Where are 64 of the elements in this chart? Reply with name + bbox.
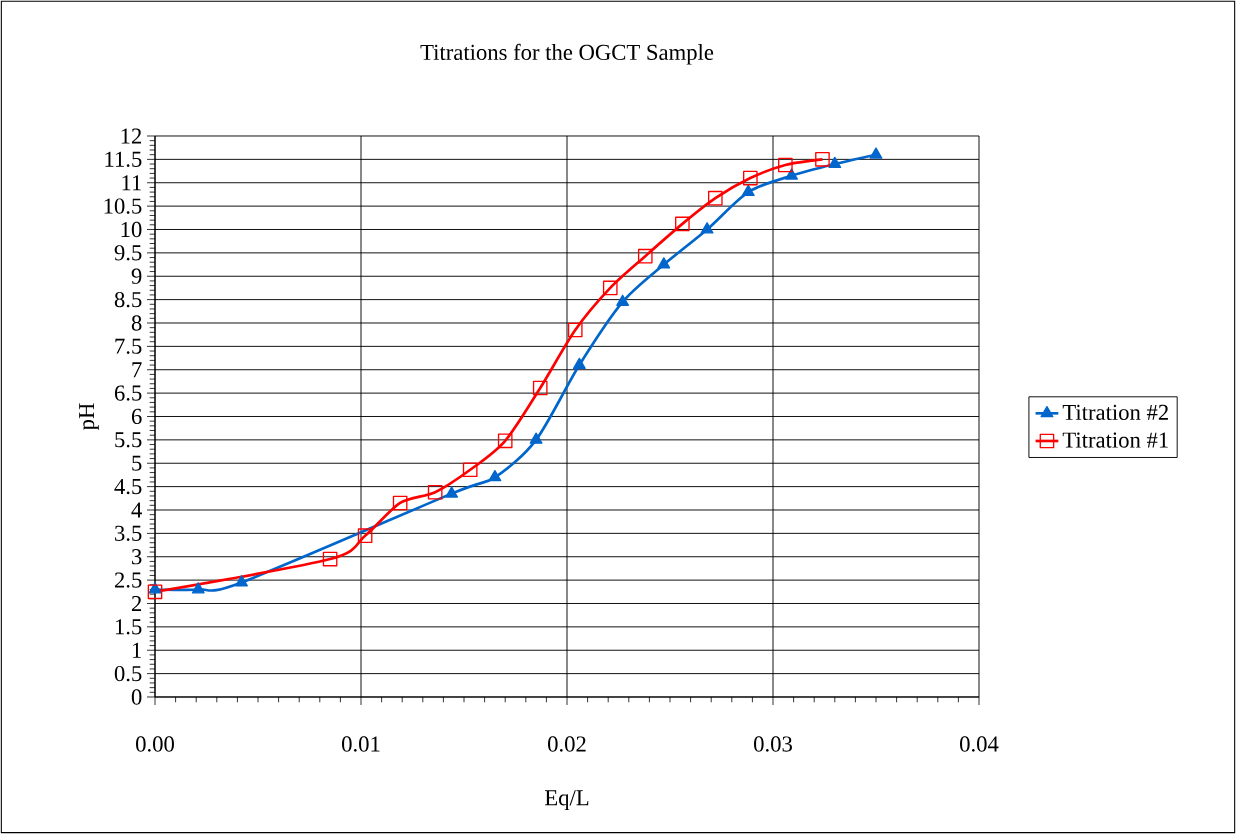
point bbox=[637, 248, 653, 264]
point bbox=[392, 495, 408, 511]
point bbox=[602, 280, 618, 296]
point bbox=[815, 152, 830, 167]
point bbox=[743, 170, 758, 186]
point bbox=[532, 380, 548, 396]
point bbox=[869, 147, 883, 159]
point bbox=[572, 357, 586, 370]
point bbox=[488, 469, 502, 482]
y-tick-label: 5.5 bbox=[115, 432, 142, 448]
point bbox=[529, 432, 543, 444]
y-tick-label: 9.5 bbox=[114, 245, 142, 261]
point bbox=[427, 484, 443, 500]
x-tick-label: 0.02 bbox=[548, 736, 586, 752]
y-tick-label: 6.5 bbox=[114, 385, 142, 401]
y-tick-label: 3.5 bbox=[115, 525, 142, 542]
x-axis-title: Eq/L bbox=[544, 790, 589, 811]
y-tick-label: 0 bbox=[131, 689, 142, 705]
chart-title: Titrations for the OGCT Sample bbox=[420, 43, 714, 65]
point bbox=[785, 168, 798, 180]
y-tick-label: 1.5 bbox=[115, 619, 142, 635]
legend-label: Titration #1 bbox=[1062, 432, 1168, 448]
point bbox=[445, 486, 459, 498]
point bbox=[707, 190, 723, 206]
y-tick-label: 11.5 bbox=[105, 151, 142, 167]
point bbox=[675, 216, 690, 232]
y-tick-label: 12 bbox=[121, 128, 142, 144]
y-tick-label: 2 bbox=[131, 595, 142, 611]
x-tick-label: 0.01 bbox=[342, 736, 380, 752]
point bbox=[778, 157, 793, 173]
point bbox=[616, 294, 630, 306]
point bbox=[497, 433, 513, 449]
point bbox=[147, 584, 163, 600]
y-tick-label: 10 bbox=[121, 221, 142, 238]
y-tick-label: 9 bbox=[131, 268, 142, 284]
point bbox=[700, 222, 714, 234]
point bbox=[657, 257, 671, 269]
y-tick-label: 0.5 bbox=[114, 665, 142, 682]
point bbox=[235, 575, 248, 587]
y-tick-label: 7 bbox=[132, 362, 142, 378]
y-tick-label: 8 bbox=[131, 315, 142, 331]
point bbox=[567, 322, 583, 338]
y-tick-label: 3 bbox=[132, 549, 142, 565]
x-tick-label: 0.04 bbox=[960, 736, 999, 752]
y-tick-label: 11 bbox=[122, 175, 141, 191]
y-tick-label: 7.5 bbox=[115, 338, 142, 354]
y-tick-label: 6 bbox=[131, 408, 142, 425]
y-tick-label: 10.5 bbox=[104, 198, 142, 214]
point bbox=[462, 462, 478, 478]
point bbox=[741, 184, 755, 197]
point bbox=[322, 551, 338, 567]
x-tick-label: 0.00 bbox=[136, 736, 174, 752]
y-tick-label: 4 bbox=[131, 502, 142, 518]
x-tick-label: 0.03 bbox=[754, 736, 792, 752]
y-tick-label: 8.5 bbox=[114, 291, 142, 308]
legend-label: Titration #2 bbox=[1062, 404, 1168, 421]
y-tick-label: 2.5 bbox=[114, 572, 142, 588]
point bbox=[828, 156, 842, 169]
y-tick-label: 5 bbox=[132, 455, 142, 471]
y-tick-label: 1 bbox=[132, 642, 141, 658]
y-axis-title: pH bbox=[79, 403, 99, 430]
y-tick-label: 4.5 bbox=[114, 479, 142, 495]
point bbox=[357, 528, 373, 544]
point bbox=[191, 582, 205, 594]
